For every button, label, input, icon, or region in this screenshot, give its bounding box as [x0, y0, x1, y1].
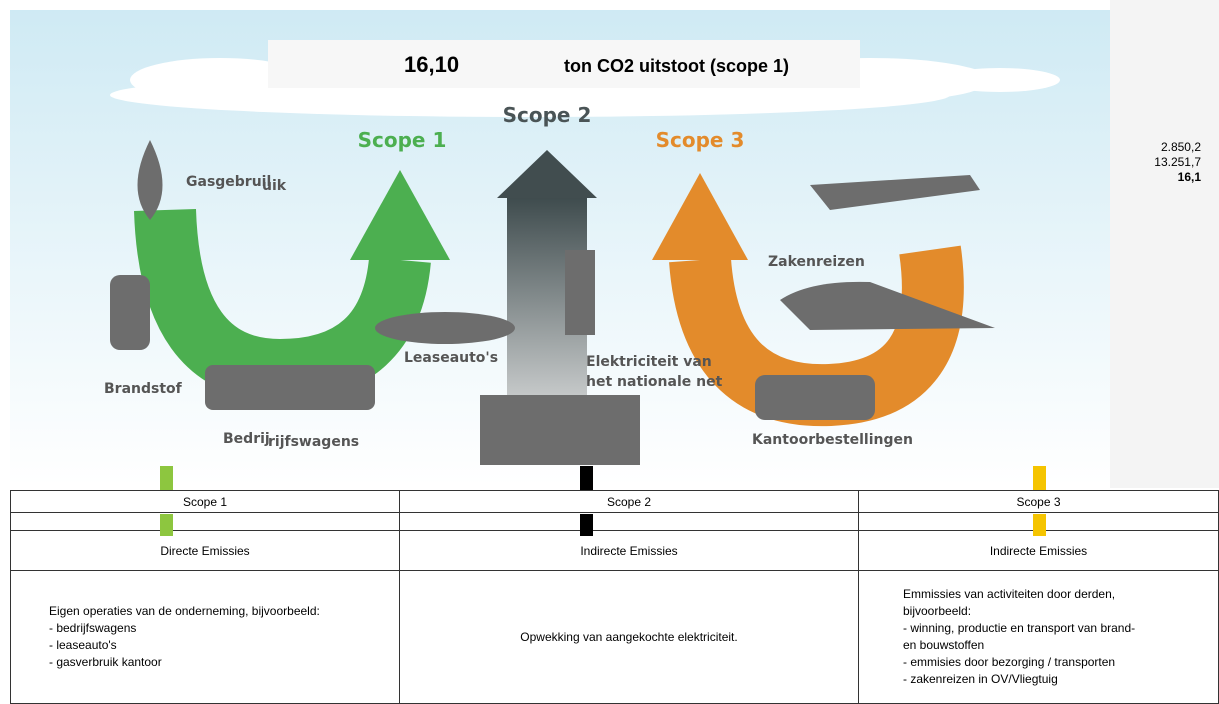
scope-cell: Scope 3: [859, 491, 1219, 513]
label: uik: [262, 178, 287, 194]
side-value: 13.251,7: [1154, 155, 1201, 169]
scope-label: Scope 3: [656, 128, 745, 152]
label: het nationale net: [586, 374, 723, 390]
label: Gasgebruil: [186, 174, 271, 190]
description-line: - leaseauto's: [49, 637, 399, 654]
marker: [160, 466, 173, 490]
summary-text: ton CO2 uitstoot (scope 1): [564, 56, 789, 77]
label: Bedrij: [223, 431, 270, 447]
label: Kantoorbestellingen: [752, 432, 913, 448]
description: Opwekking van aangekochte elektriciteit.: [400, 571, 859, 704]
label: Brandstof: [104, 381, 183, 397]
marker: [160, 514, 173, 536]
side-value: 2.850,2: [1161, 140, 1201, 154]
marker: [1033, 514, 1046, 536]
description-line: - bedrijfswagens: [49, 620, 399, 637]
scope-label: Scope 1: [358, 128, 447, 152]
description-line: - gasverbruik kantoor: [49, 654, 399, 671]
side-panel: 2.850,2 13.251,7 16,1: [1110, 0, 1219, 488]
description-line: Opwekking van aangekochte elektriciteit.: [400, 629, 858, 646]
description-line: - emmisies door bezorging / transporten: [903, 654, 1218, 671]
label: Leaseauto's: [404, 350, 498, 366]
label: rijfswagens: [268, 434, 359, 450]
type-cell: Indirecte Emissies: [400, 531, 859, 571]
label: Zakenreizen: [768, 254, 865, 270]
description-line: - winning, productie en transport van br…: [903, 620, 1218, 637]
type-cell: Indirecte Emissies: [859, 531, 1219, 571]
scope-cell: Scope 2: [400, 491, 859, 513]
marker: [1033, 466, 1046, 490]
scope-cell: Scope 1: [11, 491, 400, 513]
description-line: - zakenreizen in OV/Vliegtuig: [903, 671, 1218, 688]
description-line: Eigen operaties van de onderneming, bijv…: [49, 603, 399, 620]
marker: [580, 514, 593, 536]
description-line: bijvoorbeeld:: [903, 603, 1218, 620]
description: Emmissies van activiteiten door derden,b…: [859, 571, 1219, 704]
description-line: en bouwstoffen: [903, 637, 1218, 654]
marker: [580, 466, 593, 490]
label: Elektriciteit van: [586, 354, 712, 370]
description-line: Emmissies van activiteiten door derden,: [903, 586, 1218, 603]
side-value: 16,1: [1178, 170, 1201, 184]
page: Scope 1 Scope 2 Scope 3 Gasgebruil uik B…: [0, 0, 1219, 704]
description: Eigen operaties van de onderneming, bijv…: [11, 571, 400, 704]
summary-value: 16,10: [404, 52, 459, 78]
summary-box: 16,10 ton CO2 uitstoot (scope 1): [268, 40, 860, 88]
type-cell: Directe Emissies: [11, 531, 400, 571]
scope-label: Scope 2: [503, 103, 592, 127]
